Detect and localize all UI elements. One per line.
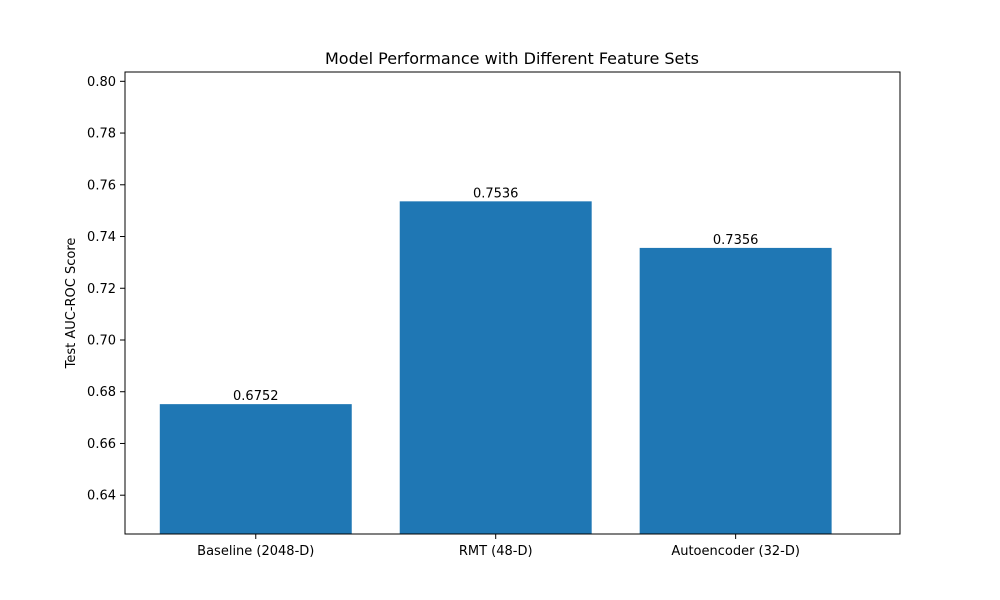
bar-value-label-2: 0.7536 <box>473 186 519 201</box>
y-tick-label-6: 0.74 <box>87 230 116 245</box>
x-tick-label-1: Baseline (2048-D) <box>197 544 314 559</box>
bar-value-label-3: 0.7356 <box>713 233 759 248</box>
y-tick-label-9: 0.80 <box>87 75 116 90</box>
y-tick-label-2: 0.66 <box>87 437 116 452</box>
bar-2 <box>399 201 592 535</box>
y-tick-label-3: 0.68 <box>87 385 116 400</box>
x-tick-label-2: RMT (48-D) <box>459 544 533 559</box>
y-tick-label-5: 0.72 <box>87 282 116 297</box>
x-tick-label-3: Autoencoder (32-D) <box>671 544 800 559</box>
bar-1 <box>159 404 352 534</box>
y-tick-label-4: 0.70 <box>87 333 116 348</box>
chart-title: Model Performance with Different Feature… <box>325 49 699 68</box>
bar-value-label-1: 0.6752 <box>233 389 279 404</box>
plot-area: 0.6752 Baseline (2048-D) 0.7536 RMT (48-D) 0… <box>87 71 901 559</box>
y-tick-label-7: 0.76 <box>87 178 116 193</box>
y-tick-label-8: 0.78 <box>87 127 116 142</box>
plot-frame <box>124 71 901 535</box>
y-axis-label: Test AUC-ROC Score <box>64 238 79 370</box>
y-tick-label-1: 0.64 <box>87 489 116 504</box>
bar-3 <box>639 247 832 534</box>
